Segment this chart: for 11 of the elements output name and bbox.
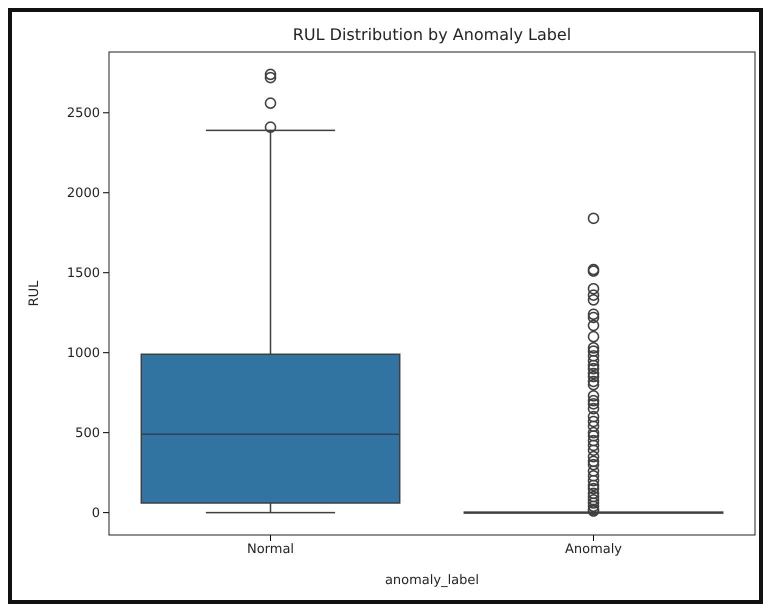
y-tick-label: 2000 [66, 186, 100, 201]
x-tick-label: Anomaly [564, 542, 622, 558]
y-tick-label: 1500 [66, 266, 100, 281]
chart-title: RUL Distribution by Anomaly Label [292, 25, 572, 44]
x-axis-title: anomaly_label [384, 573, 480, 588]
y-tick-label: 0 [92, 506, 100, 521]
y-tick-label: 500 [75, 426, 100, 441]
y-tick-label: 2500 [66, 106, 100, 121]
x-tick-label: Normal [246, 542, 294, 558]
y-axis-title: RUL [27, 280, 42, 306]
y-tick-label: 1000 [66, 346, 100, 361]
